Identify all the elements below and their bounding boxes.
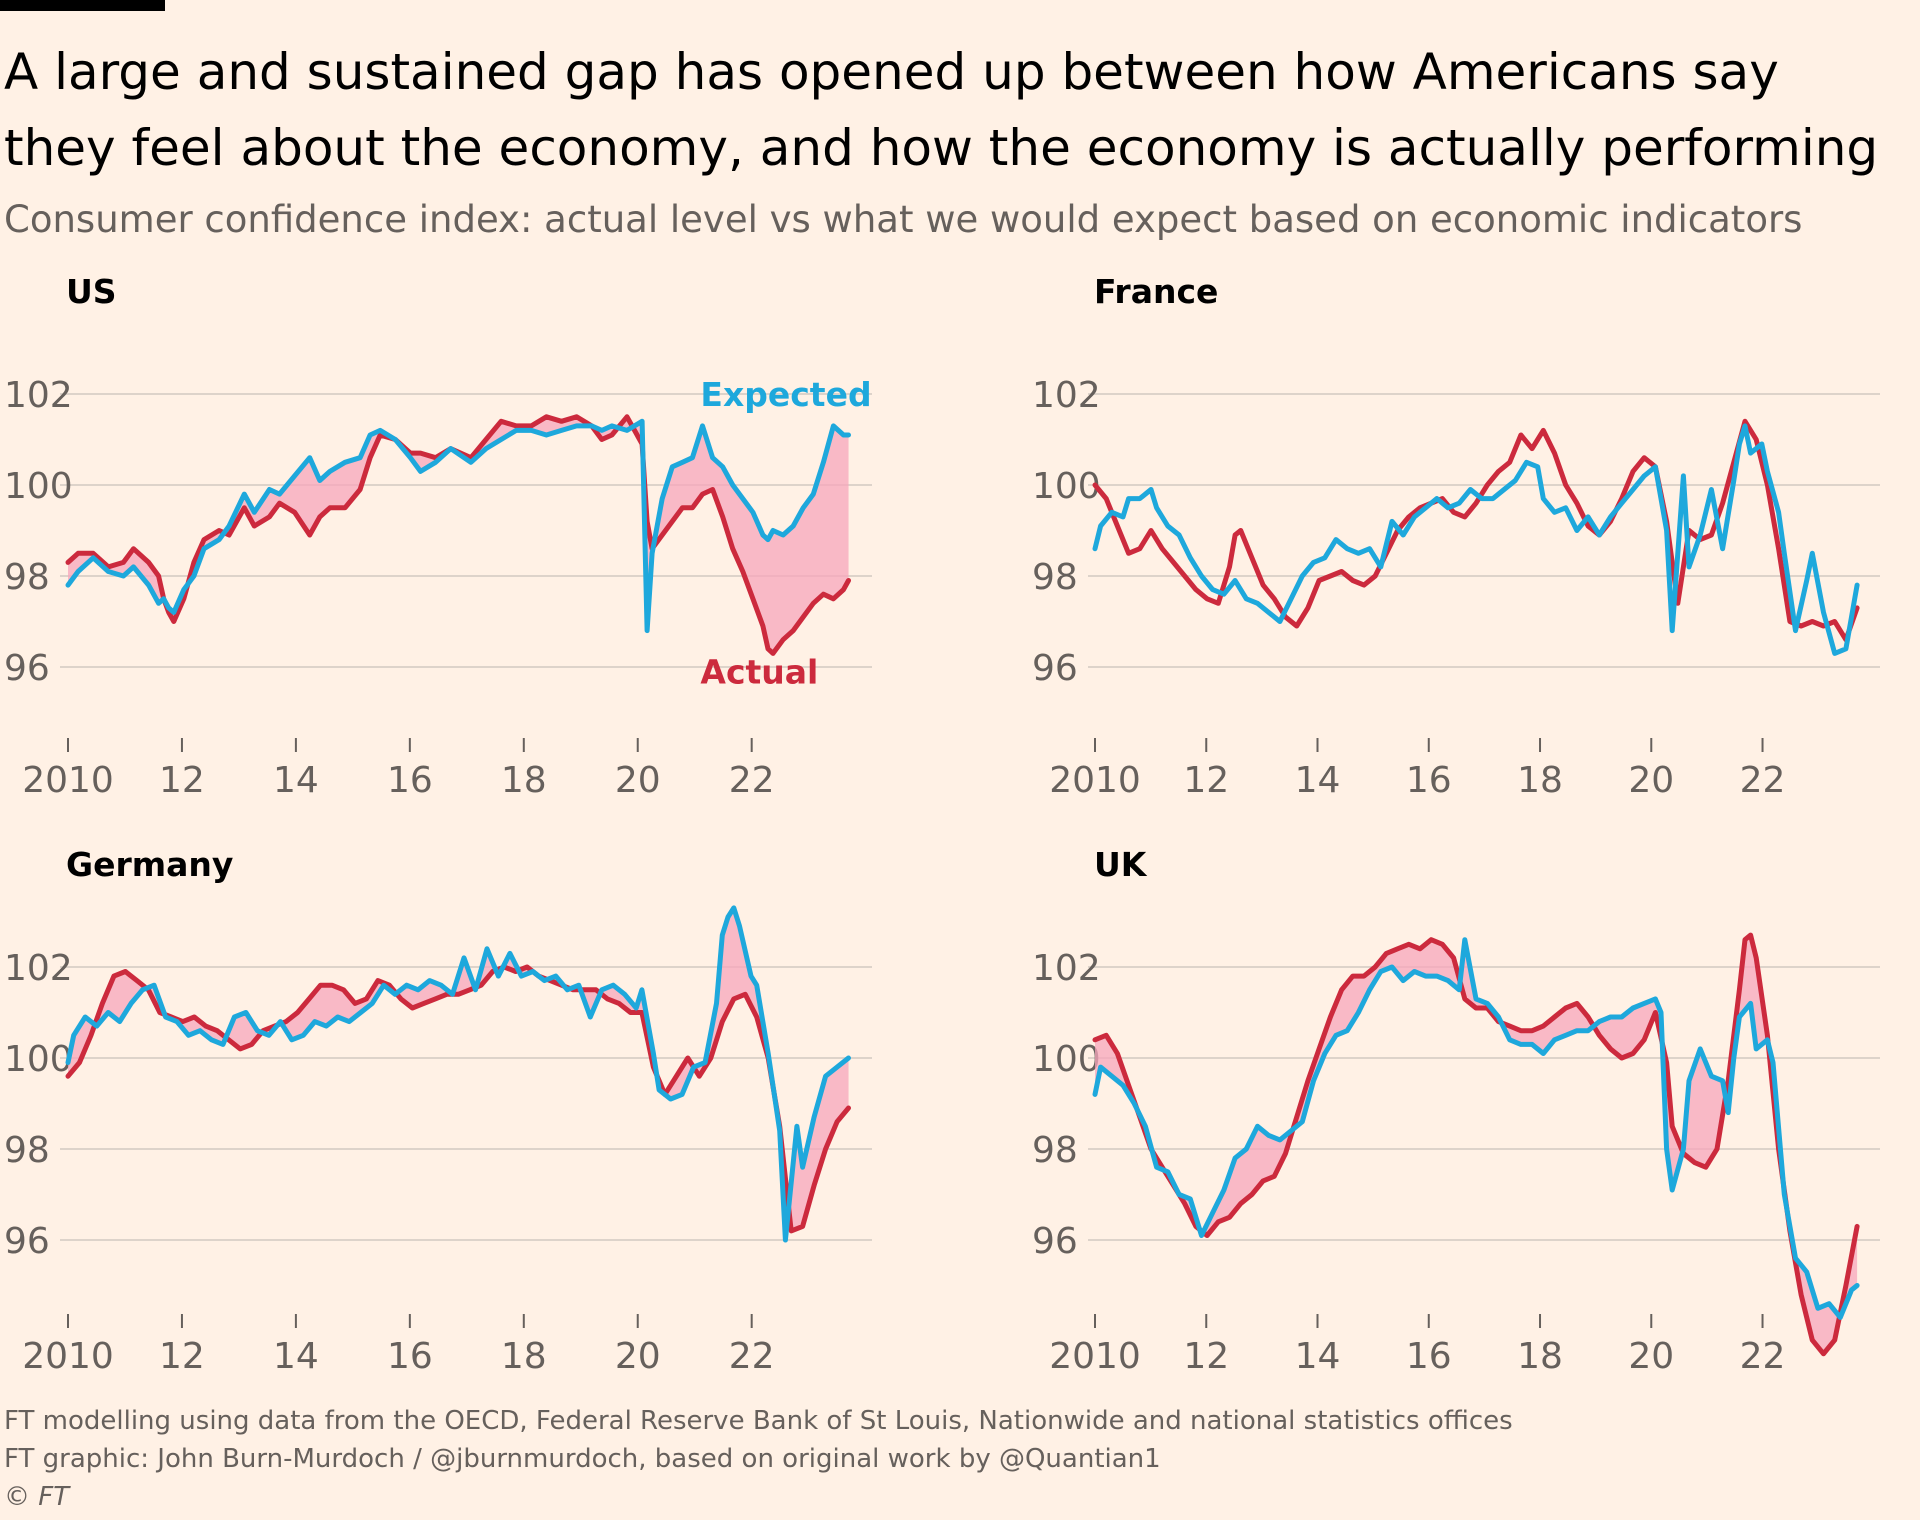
x-tick-label: 22 [1740,1336,1786,1377]
y-tick-label: 102 [1032,948,1101,989]
x-tick-label: 12 [1183,1336,1229,1377]
x-tick-label: 20 [1628,1336,1674,1377]
panel-uk: UK 96 98 100 102 2010 12 14 16 18 20 22 [1032,845,1880,1377]
y-tick-label: 96 [4,1221,50,1262]
y-tick-label: 98 [4,1130,50,1171]
x-tick-label: 18 [501,760,547,801]
copyright-note: © FT [4,1482,70,1512]
x-tick-label: 2010 [22,760,114,801]
panel-title: Germany [66,845,233,884]
expected-line [1092,937,1860,1320]
x-tick-label: 16 [1406,1336,1452,1377]
x-tick-label: 16 [387,760,433,801]
footer: FT modelling using data from the OECD, F… [4,1402,1513,1516]
top-accent-bar [0,0,165,11]
expected-line [65,418,851,634]
x-tick-label: 22 [729,1336,775,1377]
gap-area [68,416,849,654]
x-tick-label: 2010 [22,1336,114,1377]
y-tick-label: 100 [1032,1039,1101,1080]
y-tick-label: 98 [4,557,50,598]
x-tick-label: 2010 [1049,1336,1141,1377]
y-tick-label: 98 [1032,1130,1078,1171]
expected-line [1092,423,1860,656]
y-tick-label: 96 [4,648,50,689]
actual-line [65,964,851,1234]
x-tick-label: 2010 [1049,760,1141,801]
panel-us: US 96 98 100 102 2010 12 14 16 18 20 22 Expected Actu… [4,272,872,801]
actual-series-label: Actual [700,653,818,692]
actual-line [1092,418,1860,643]
gap-area [68,907,849,1240]
x-tick-label: 18 [1517,760,1563,801]
x-tick-label: 20 [1628,760,1674,801]
y-tick-label: 96 [1032,648,1078,689]
x-tick-label: 14 [1295,1336,1341,1377]
gap-area [1095,935,1858,1354]
y-tick-label: 102 [4,375,73,416]
y-tick-label: 102 [1032,375,1101,416]
x-tick-label: 20 [615,1336,661,1377]
chart-subtitle: Consumer confidence index: actual level … [4,198,1803,241]
y-tick-label: 98 [1032,557,1078,598]
panel-title: US [66,272,117,311]
x-tick-label: 20 [615,760,661,801]
x-tick-label: 22 [729,760,775,801]
x-tick-label: 14 [273,760,319,801]
source-note: FT modelling using data from the OECD, F… [4,1406,1513,1436]
y-tick-label: 100 [4,1039,73,1080]
expected-line [65,905,851,1243]
x-tick-label: 14 [1295,760,1341,801]
chart-title: A large and sustained gap has opened up … [4,43,1879,177]
x-tick-label: 18 [1517,1336,1563,1377]
y-tick-label: 100 [4,466,73,507]
x-tick-label: 12 [1183,760,1229,801]
x-tick-label: 12 [159,760,205,801]
x-tick-label: 16 [1406,760,1452,801]
panel-germany: Germany 96 98 100 102 2010 12 14 16 18 20 22 [4,845,872,1377]
panel-title: France [1094,272,1218,311]
x-tick-label: 16 [387,1336,433,1377]
x-tick-label: 22 [1740,760,1786,801]
x-tick-label: 14 [273,1336,319,1377]
y-tick-label: 96 [1032,1221,1078,1262]
expected-series-label: Expected [700,375,871,414]
x-tick-label: 18 [501,1336,547,1377]
actual-line [1092,932,1860,1357]
y-tick-label: 102 [4,948,73,989]
credit-note: FT graphic: John Burn-Murdoch / @jburnmu… [4,1444,1161,1474]
y-tick-label: 100 [1032,466,1101,507]
panel-france: France 96 98 100 102 2010 12 14 16 18 20 22 [1032,272,1880,801]
panel-title: UK [1094,845,1148,884]
x-tick-label: 12 [159,1336,205,1377]
